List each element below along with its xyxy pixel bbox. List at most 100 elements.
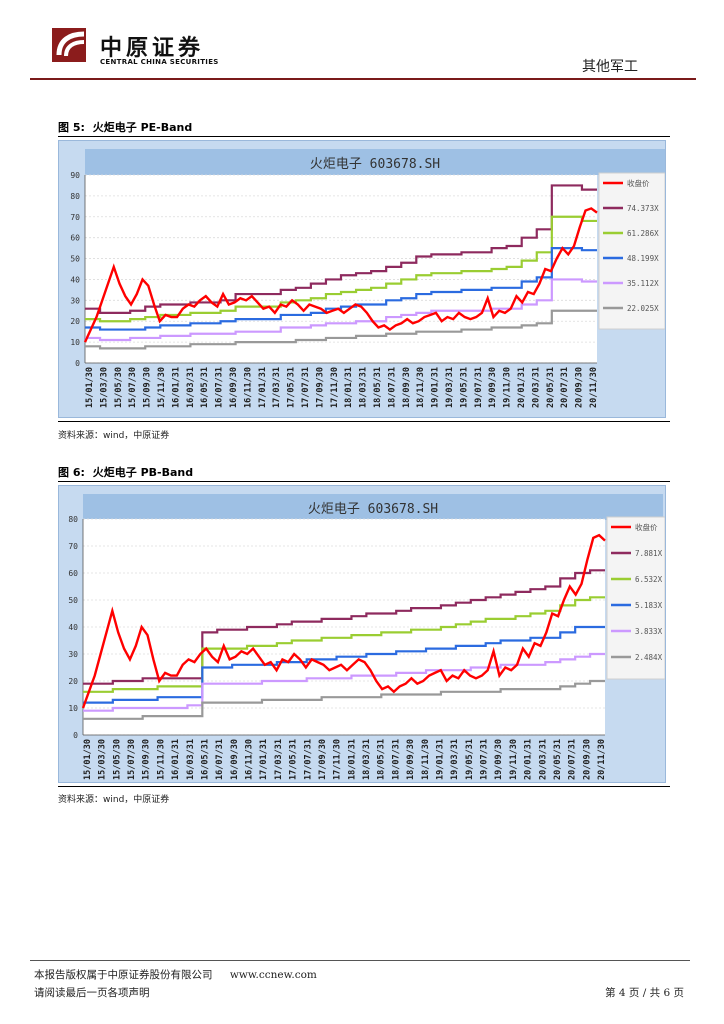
chart-title-bar bbox=[85, 149, 665, 175]
x-tick-label: 20/01/31 bbox=[524, 739, 534, 780]
y-tick-label: 80 bbox=[68, 515, 78, 524]
x-tick-label: 19/01/31 bbox=[431, 367, 441, 408]
legend-label: 22.025X bbox=[627, 304, 659, 313]
x-tick-label: 15/05/30 bbox=[114, 367, 124, 408]
figure5-title: 火炬电子 PE-Band bbox=[92, 121, 193, 134]
x-tick-label: 19/09/30 bbox=[488, 367, 498, 408]
legend-label: 2.484X bbox=[635, 653, 663, 662]
x-tick-label: 17/01/31 bbox=[258, 367, 268, 408]
x-tick-label: 16/03/31 bbox=[186, 367, 196, 408]
figure5-source: 资料来源：wind，中原证券 bbox=[58, 431, 170, 441]
y-tick-label: 40 bbox=[70, 275, 80, 284]
x-tick-label: 15/07/30 bbox=[127, 739, 137, 780]
y-tick-label: 50 bbox=[70, 255, 80, 264]
x-tick-label: 16/09/30 bbox=[229, 367, 239, 408]
x-tick-label: 17/03/31 bbox=[274, 739, 284, 780]
pb-band-chart: 火炬电子 603678.SH 0 10 20 30 40 50 60 70 80 15/01/30 1… bbox=[68, 494, 666, 780]
y-tick-label: 40 bbox=[68, 623, 78, 632]
legend-label: 74.373X bbox=[627, 204, 659, 213]
y-tick-label: 80 bbox=[70, 192, 80, 201]
section-title: 其他军工 bbox=[582, 59, 638, 75]
x-tick-label: 19/01/31 bbox=[435, 739, 445, 780]
y-tick-label: 20 bbox=[68, 677, 78, 686]
figure6-label: 图 6: bbox=[58, 466, 85, 479]
figure6-top-rule bbox=[58, 481, 670, 482]
x-tick-label: 19/09/30 bbox=[494, 739, 504, 780]
y-tick-label: 0 bbox=[75, 359, 80, 368]
x-tick-label: 16/11/30 bbox=[245, 739, 255, 780]
footer-copyright: 本报告版权属于中原证券股份有限公司 bbox=[34, 969, 213, 981]
x-tick-label: 15/03/30 bbox=[99, 367, 109, 408]
x-tick-label: 20/05/31 bbox=[553, 739, 563, 780]
x-tick-label: 15/05/30 bbox=[112, 739, 122, 780]
band-line-61.286X bbox=[85, 215, 597, 323]
x-tick-label: 20/11/30 bbox=[597, 739, 607, 780]
x-tick-label: 16/01/31 bbox=[171, 739, 181, 780]
figure5-caption: 图 5: 火炬电子 PE-Band bbox=[58, 119, 192, 135]
x-tick-label: 16/05/31 bbox=[200, 367, 210, 408]
footer-disclaimer: 请阅读最后一页各项声明 bbox=[34, 987, 150, 999]
x-tick-label: 18/09/30 bbox=[406, 739, 416, 780]
x-tick-label: 20/03/31 bbox=[531, 367, 541, 408]
chart-title: 火炬电子 603678.SH bbox=[308, 502, 438, 517]
x-tick-label: 19/03/31 bbox=[450, 739, 460, 780]
y-tick-label: 50 bbox=[68, 596, 78, 605]
y-tick-label: 30 bbox=[68, 650, 78, 659]
band-line-48.199X bbox=[85, 247, 597, 331]
band-line-74.373X bbox=[85, 184, 597, 314]
x-tick-label: 18/01/31 bbox=[347, 739, 357, 780]
x-tick-label: 18/05/31 bbox=[373, 367, 383, 408]
x-tick-label: 17/09/30 bbox=[315, 367, 325, 408]
x-tick-label: 17/09/30 bbox=[318, 739, 328, 780]
x-tick-label: 15/09/30 bbox=[143, 367, 153, 408]
x-tick-label: 18/03/31 bbox=[359, 367, 369, 408]
header-divider bbox=[30, 78, 696, 80]
x-tick-label: 17/11/30 bbox=[333, 739, 343, 780]
x-tick-label: 20/01/31 bbox=[517, 367, 527, 408]
x-tick-label: 17/05/31 bbox=[289, 739, 299, 780]
band-line-3.833X bbox=[83, 652, 605, 712]
band-line-5.183X bbox=[83, 625, 605, 704]
y-tick-label: 10 bbox=[70, 338, 80, 347]
pb-band-chart-panel: 火炬电子 603678.SH 0 10 20 30 40 50 60 70 80 15/01/30 1… bbox=[58, 485, 666, 783]
y-tick-label: 60 bbox=[68, 569, 78, 578]
legend-label: 61.286X bbox=[627, 229, 659, 238]
x-tick-label: 18/11/30 bbox=[416, 367, 426, 408]
x-tick-label: 19/05/31 bbox=[459, 367, 469, 408]
y-tick-label: 30 bbox=[70, 296, 80, 305]
band-line-22.025X bbox=[85, 309, 597, 350]
figure5-label: 图 5: bbox=[58, 121, 85, 134]
x-tick-label: 18/01/31 bbox=[344, 367, 354, 408]
x-tick-label: 17/03/31 bbox=[272, 367, 282, 408]
x-tick-label: 16/03/31 bbox=[186, 739, 196, 780]
x-tick-label: 20/07/31 bbox=[560, 367, 570, 408]
x-tick-label: 18/05/31 bbox=[377, 739, 387, 780]
x-tick-label: 15/01/30 bbox=[85, 367, 95, 408]
plot-area bbox=[85, 175, 597, 363]
x-tick-label: 19/07/31 bbox=[474, 367, 484, 408]
x-tick-label: 19/11/30 bbox=[503, 367, 513, 408]
figure5-top-rule bbox=[58, 136, 670, 137]
legend-label: 48.199X bbox=[627, 254, 659, 263]
footer-website[interactable]: www.ccnew.com bbox=[229, 969, 317, 981]
legend-label: 3.833X bbox=[635, 627, 663, 636]
figure6-title: 火炬电子 PB-Band bbox=[92, 466, 194, 479]
footer-divider bbox=[30, 960, 690, 961]
x-tick-label: 16/01/31 bbox=[171, 367, 181, 408]
x-tick-label: 15/09/30 bbox=[142, 739, 152, 780]
figure6-caption: 图 6: 火炬电子 PB-Band bbox=[58, 464, 193, 480]
legend-label: 35.112X bbox=[627, 279, 659, 288]
x-tick-label: 16/11/30 bbox=[243, 367, 253, 408]
brand-name-cn: 中原证券 bbox=[100, 35, 205, 61]
y-tick-label: 70 bbox=[70, 213, 80, 222]
legend-box bbox=[598, 172, 666, 330]
x-tick-label: 20/07/31 bbox=[568, 739, 578, 780]
pe-band-chart-panel: 火炬电子 603678.SH 0 10 20 30 40 50 60 70 80 90 15/01/3… bbox=[58, 140, 666, 418]
x-tick-label: 19/11/30 bbox=[509, 739, 519, 780]
brand-logo-icon bbox=[52, 28, 86, 62]
figure6-source: 资料来源：wind，中原证券 bbox=[58, 795, 170, 805]
legend-label: 7.881X bbox=[635, 549, 663, 558]
close-price-line bbox=[83, 207, 598, 343]
band-line-7.881X bbox=[83, 569, 605, 685]
x-tick-label: 17/01/31 bbox=[259, 739, 269, 780]
